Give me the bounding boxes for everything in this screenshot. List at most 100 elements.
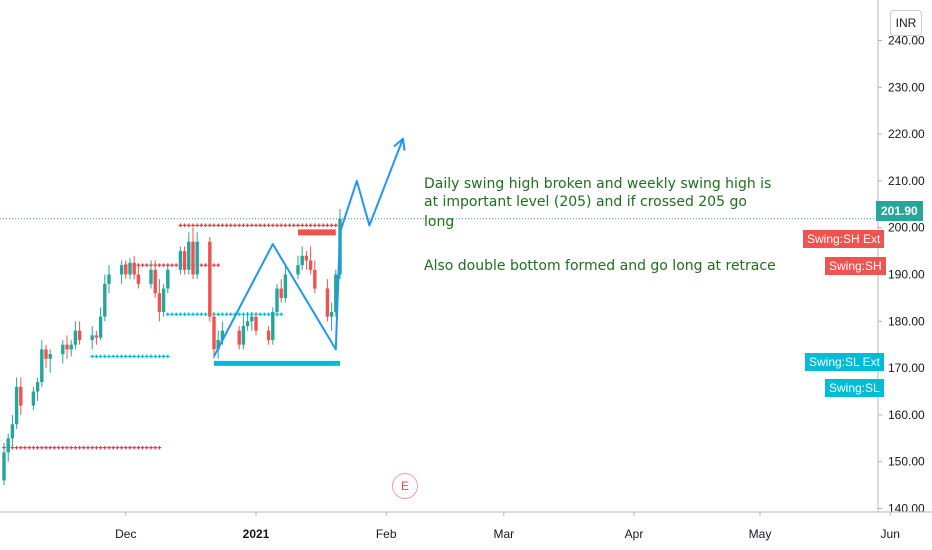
candle-body[interactable] [245,321,250,326]
candle[interactable] [119,260,124,284]
candle-body[interactable] [61,344,65,355]
candle[interactable] [245,311,250,331]
candle-body[interactable] [271,311,275,341]
candle[interactable] [237,325,241,350]
candle[interactable] [275,283,279,317]
candle[interactable] [266,325,271,345]
candle[interactable] [136,265,141,289]
candle-body[interactable] [40,349,44,383]
candle-body[interactable] [73,330,78,345]
candle-body[interactable] [166,269,170,289]
candle[interactable] [254,311,258,336]
candle[interactable] [283,265,288,303]
candle-body[interactable] [313,269,317,289]
annotation-line-3[interactable]: long [424,214,455,230]
candle[interactable] [216,330,220,359]
candle-body[interactable] [94,335,99,338]
candle[interactable] [103,274,107,322]
annotation-line-4[interactable]: Also double bottom formed and go long at… [424,258,776,274]
candle-body[interactable] [296,265,300,275]
candle[interactable] [279,279,283,303]
candle[interactable] [90,325,94,350]
candle[interactable] [241,316,246,350]
candle-body[interactable] [77,330,82,341]
candle[interactable] [61,340,65,364]
candle-body[interactable] [254,316,258,331]
candle[interactable] [14,377,19,429]
candle-body[interactable] [250,316,254,322]
candle[interactable] [178,246,183,275]
candle-body[interactable] [283,274,288,298]
candle[interactable] [157,279,162,322]
price-axis[interactable]: 140.00 150.00 160.00 170.00 180.00 190.00 200.… [877,0,925,516]
annotation-line-1[interactable]: Daily swing high broken and weekly swing… [424,176,772,192]
candle[interactable] [329,302,334,331]
candle[interactable] [35,377,40,401]
candle-body[interactable] [90,335,94,341]
candle[interactable] [300,246,304,270]
candle[interactable] [94,330,99,345]
candle[interactable] [128,258,132,280]
candle[interactable] [10,414,15,448]
candle[interactable] [48,349,52,373]
candle-body[interactable] [237,330,241,345]
candle[interactable] [107,265,111,294]
candle-body[interactable] [195,241,199,275]
candle-body[interactable] [191,241,195,275]
candle-body[interactable] [19,386,23,406]
candle[interactable] [296,255,300,280]
candle-body[interactable] [31,391,36,406]
candle-body[interactable] [103,283,107,317]
candle[interactable] [166,265,170,294]
candle[interactable] [44,344,48,369]
candle-body[interactable] [178,251,183,270]
candle-body[interactable] [10,424,15,439]
candle[interactable] [153,260,157,298]
candle-body[interactable] [124,265,128,275]
candle[interactable] [69,340,73,357]
candle-body[interactable] [6,438,10,453]
earnings-marker[interactable]: E [392,473,418,499]
candle[interactable] [325,279,330,322]
candle[interactable] [191,227,195,280]
candlestick-series[interactable] [2,208,342,486]
candle[interactable] [313,260,317,294]
candle-body[interactable] [128,262,132,275]
candle[interactable] [271,307,275,345]
candle-body[interactable] [216,340,220,350]
candle[interactable] [2,442,6,486]
candle-body[interactable] [132,262,136,275]
candle-body[interactable] [98,316,103,338]
candle[interactable] [187,232,191,275]
candle[interactable] [73,321,78,350]
candle-body[interactable] [119,265,124,275]
currency-button[interactable]: INR [890,10,922,36]
projection-arrowhead[interactable] [393,137,406,151]
candle[interactable] [132,255,136,280]
candle[interactable] [308,246,313,275]
candle-body[interactable] [220,330,225,341]
candle[interactable] [161,283,166,317]
candle-body[interactable] [136,274,141,284]
candle-body[interactable] [300,255,304,266]
candle-body[interactable] [187,241,191,270]
candle[interactable] [304,251,309,270]
candle-body[interactable] [35,382,40,392]
candle-body[interactable] [107,274,111,284]
candle[interactable] [98,307,103,341]
candle[interactable] [40,340,44,387]
candle[interactable] [334,269,338,317]
candle-body[interactable] [182,251,187,270]
resistance-box[interactable] [298,229,336,236]
candle-body[interactable] [325,288,330,317]
candle-body[interactable] [279,288,283,298]
candle-body[interactable] [208,241,212,317]
candle[interactable] [195,232,199,280]
candle[interactable] [65,335,69,359]
candle-body[interactable] [308,260,313,270]
candle[interactable] [250,311,254,331]
annotation-line-2[interactable]: at important level (205) and if crossed … [424,194,747,210]
candle[interactable] [149,260,153,289]
candle[interactable] [19,377,23,415]
candle[interactable] [124,260,128,280]
